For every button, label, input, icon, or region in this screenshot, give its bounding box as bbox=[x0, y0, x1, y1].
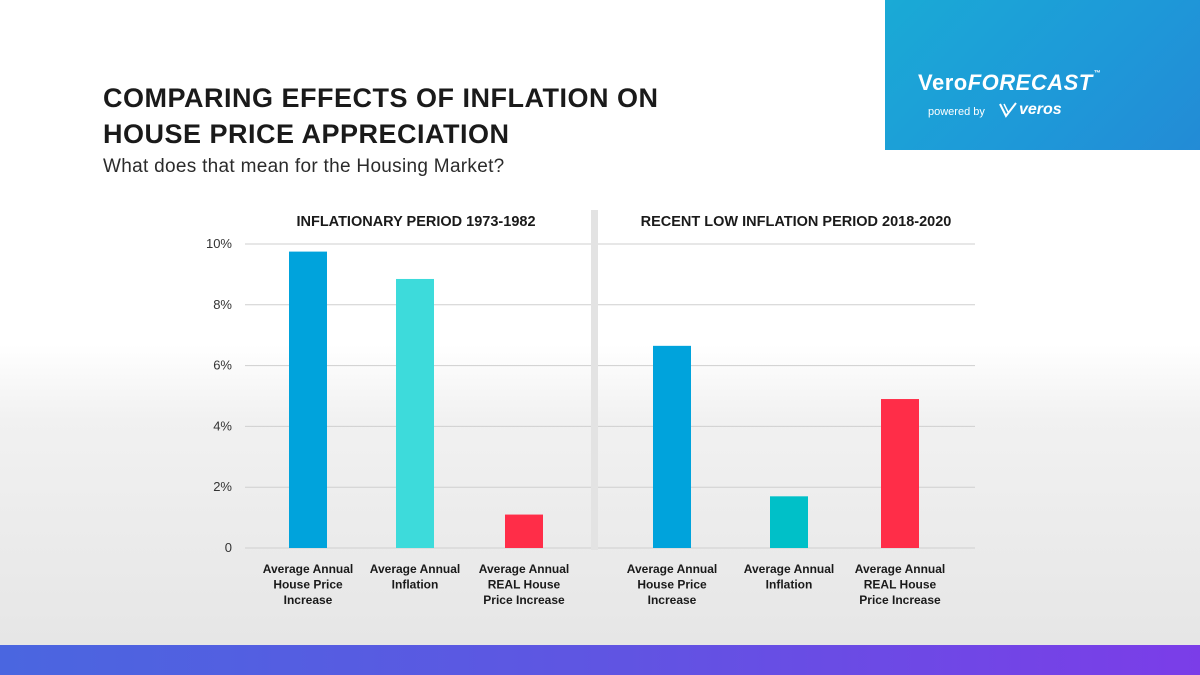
bar bbox=[505, 514, 543, 548]
category-label: Average Annual bbox=[479, 562, 569, 576]
bottom-gradient-bar bbox=[0, 645, 1200, 675]
brand-logo-box: VeroFORECAST™ powered by veros bbox=[885, 0, 1200, 150]
veros-swoosh-icon bbox=[999, 102, 1017, 118]
category-label: Price Increase bbox=[483, 593, 565, 607]
category-label: Inflation bbox=[766, 578, 813, 592]
category-label: REAL House bbox=[488, 578, 561, 592]
page-subtitle: What does that mean for the Housing Mark… bbox=[103, 156, 505, 177]
category-label: House Price bbox=[637, 578, 707, 592]
category-label: Price Increase bbox=[859, 593, 941, 607]
bar bbox=[770, 496, 808, 548]
veroforecast-logo: VeroFORECAST™ bbox=[918, 70, 1102, 95]
category-label: Inflation bbox=[392, 578, 439, 592]
page-title: COMPARING EFFECTS OF INFLATION ON HOUSE … bbox=[103, 83, 659, 149]
bar bbox=[289, 251, 327, 548]
y-tick-label: 10% bbox=[206, 236, 232, 251]
panel-divider bbox=[591, 210, 598, 550]
category-label: Average Annual bbox=[855, 562, 945, 576]
y-tick-label: 6% bbox=[213, 358, 232, 373]
y-tick-label: 2% bbox=[213, 479, 232, 494]
category-label: House Price bbox=[273, 578, 343, 592]
background-buildings bbox=[0, 345, 1200, 645]
y-tick-label: 4% bbox=[213, 418, 232, 433]
category-label: Increase bbox=[648, 593, 697, 607]
category-label: Increase bbox=[284, 593, 333, 607]
bar bbox=[653, 345, 691, 548]
powered-by-text: powered by bbox=[928, 106, 985, 118]
category-label: Average Annual bbox=[627, 562, 717, 576]
category-label: REAL House bbox=[864, 578, 937, 592]
y-tick-label: 0 bbox=[225, 540, 232, 555]
bar bbox=[881, 399, 919, 548]
category-label: Average Annual bbox=[370, 562, 460, 576]
veros-logo: veros bbox=[999, 101, 1062, 119]
bar bbox=[396, 278, 434, 548]
panel-title: INFLATIONARY PERIOD 1973-1982 bbox=[296, 214, 535, 230]
y-tick-label: 8% bbox=[213, 297, 232, 312]
category-label: Average Annual bbox=[744, 562, 834, 576]
category-label: Average Annual bbox=[263, 562, 353, 576]
panel-title: RECENT LOW INFLATION PERIOD 2018-2020 bbox=[641, 214, 952, 230]
